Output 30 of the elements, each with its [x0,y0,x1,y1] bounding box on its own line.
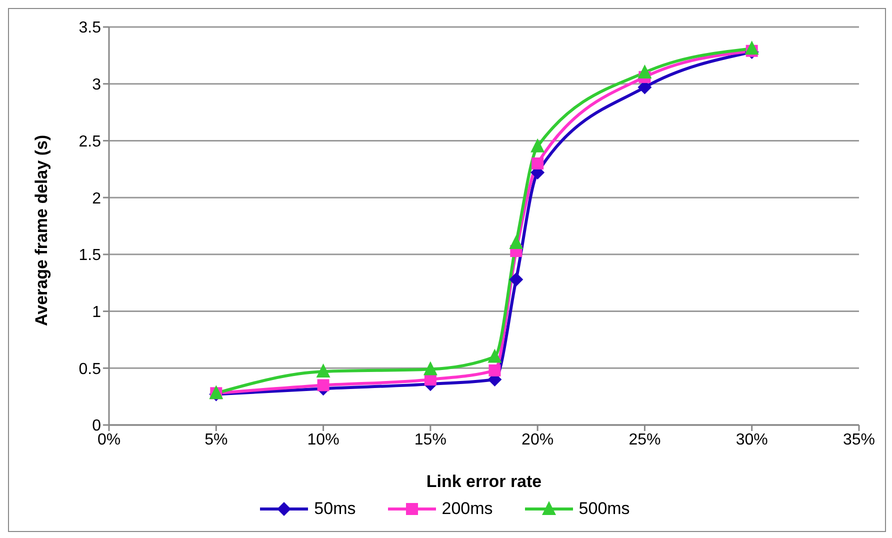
y-axis-title: Average frame delay (s) [32,134,52,326]
x-axis-title: Link error rate [426,472,542,491]
legend-label: 500ms [578,499,630,519]
point [532,157,544,170]
x-tick-label: 35% [842,431,876,448]
point [509,272,524,286]
y-tick-label: 1 [92,304,102,321]
point [488,364,501,376]
point [423,361,438,376]
point [530,138,545,152]
legend-label: 50ms [314,499,356,519]
legend-label: 200ms [442,499,493,519]
y-tick-label: 0.5 [78,360,102,378]
y-tick-label: 3.5 [78,20,102,37]
y-tick-label: 2.5 [78,133,102,150]
x-tick-label: 10% [307,431,340,448]
y-tick-label: 1.5 [78,247,102,264]
point [744,40,759,55]
x-tick-label: 30% [736,431,768,448]
y-tick-label: 2 [92,190,102,208]
y-tick-label: 3 [92,76,102,94]
x-tick-label: 5% [204,431,228,448]
x-tick-label: 20% [522,431,554,448]
x-tick-label: 15% [414,431,446,448]
point [509,235,524,250]
point [488,348,502,363]
point [638,64,652,78]
point [316,364,330,378]
point [317,379,330,392]
x-tick-label: 25% [628,431,661,448]
